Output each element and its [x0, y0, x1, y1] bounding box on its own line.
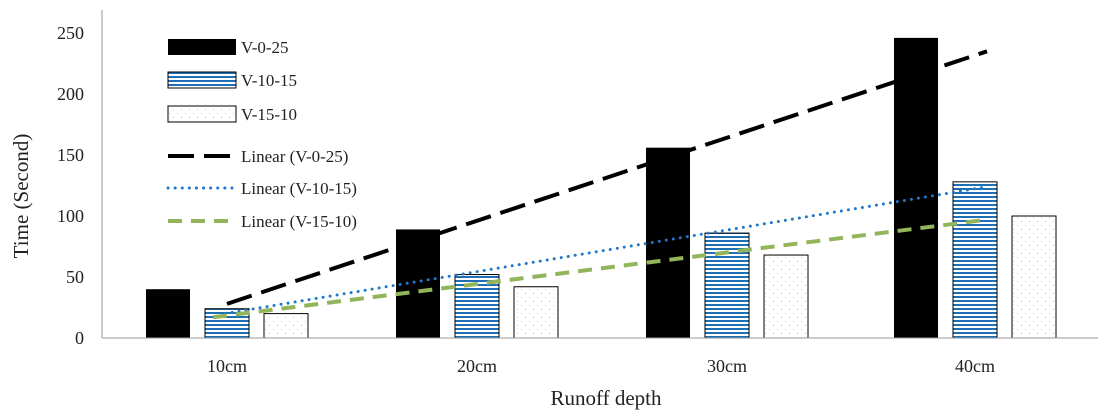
x-tick-label: 10cm	[207, 356, 247, 376]
x-axis-title: Runoff depth	[550, 386, 662, 410]
legend-label: V-10-15	[241, 71, 297, 90]
legend-label: Linear (V-10-15)	[241, 179, 357, 198]
legend-label: Linear (V-15-10)	[241, 212, 357, 231]
bar-v-15-10	[1011, 215, 1057, 339]
legend-label: V-15-10	[241, 105, 297, 124]
legend-swatch-v-0-25	[168, 39, 236, 55]
x-tick-label: 40cm	[955, 356, 995, 376]
legend: V-0-25 V-10-15 V-15-10 Linear (V-0-25) Linea…	[166, 38, 357, 231]
trendline-v-0-25	[226, 49, 988, 306]
legend-label: V-0-25	[241, 38, 289, 57]
bar-v-0-25	[146, 289, 190, 338]
legend-label: Linear (V-0-25)	[241, 147, 348, 166]
bar-v-15-10	[763, 254, 809, 339]
y-tick-label: 150	[57, 145, 84, 165]
x-tick-label: 30cm	[707, 356, 747, 376]
y-tick-label: 200	[57, 84, 84, 104]
bar-v-10-15	[952, 181, 998, 339]
bar-v-0-25	[894, 37, 938, 338]
x-tick-label: 20cm	[457, 356, 497, 376]
bar-v-15-10	[513, 286, 559, 339]
y-tick-label: 250	[57, 23, 84, 43]
y-tick-label: 100	[57, 206, 84, 226]
y-axis-title: Time (Second)	[9, 134, 33, 259]
trendlines	[212, 49, 989, 320]
trendline-v-15-10	[212, 217, 988, 320]
legend-swatch-v-15-10	[167, 105, 237, 123]
bar-v-15-10	[263, 313, 309, 339]
y-tick-label: 0	[75, 328, 84, 348]
y-tick-label: 50	[66, 267, 84, 287]
x-axis-ticks: 10cm 20cm 30cm 40cm	[207, 356, 995, 376]
trendline-v-10-15	[223, 185, 989, 316]
bar-v-0-25	[396, 229, 440, 338]
y-axis-ticks: 0 50 100 150 200 250	[57, 23, 84, 348]
legend-swatch-v-10-15	[167, 71, 237, 89]
